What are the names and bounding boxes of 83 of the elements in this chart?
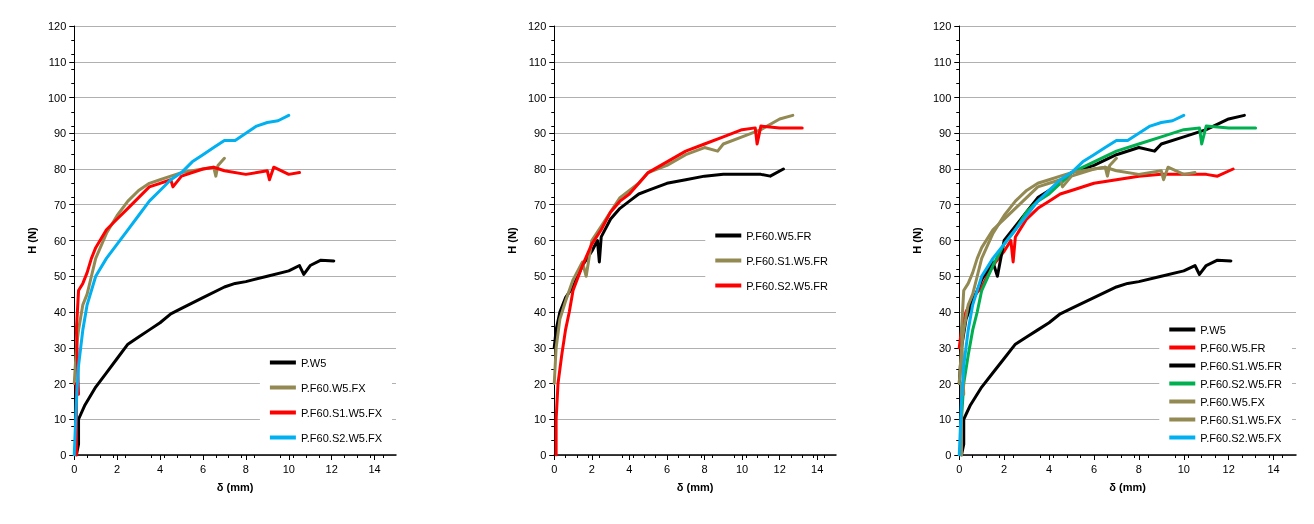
y-tick-label: 110 (48, 55, 67, 68)
x-tick-label: 12 (773, 462, 786, 475)
y-tick-label: 40 (534, 306, 547, 318)
y-tick-label: 80 (939, 163, 952, 175)
y-tick-label: 60 (54, 234, 67, 247)
y-tick-label: 60 (939, 234, 952, 247)
x-tick-label: 12 (325, 462, 338, 475)
legend-label: P.F60.W5.FX (1200, 395, 1266, 408)
x-tick-label: 0 (956, 462, 963, 475)
y-tick-label: 120 (47, 20, 67, 32)
y-tick-label: 90 (939, 127, 952, 140)
x-tick-label: 10 (282, 462, 295, 475)
y-tick-label: 40 (939, 306, 952, 318)
legend-label: P.F60.S1.W5.FX (300, 406, 383, 419)
y-tick-label: 110 (933, 55, 952, 68)
x-tick-label: 8 (242, 462, 249, 475)
y-tick-label: 20 (534, 377, 547, 390)
y-tick-label: 100 (527, 91, 547, 104)
legend-label: P.F60.S2.W5.FX (300, 431, 383, 444)
x-tick-label: 10 (1177, 462, 1190, 475)
x-tick-label: 8 (1135, 462, 1142, 475)
y-tick-label: 70 (939, 198, 952, 211)
legend-label: P.F60.W5.FR (1200, 341, 1266, 354)
y-tick-label: 70 (54, 198, 67, 211)
y-tick-label: 70 (534, 198, 547, 211)
x-tick-label: 4 (156, 462, 164, 475)
x-tick-label: 2 (1001, 462, 1008, 475)
y-tick-label: 0 (540, 449, 547, 461)
y-tick-label: 80 (534, 163, 547, 175)
y-axis-title: H (N) (25, 227, 38, 254)
y-tick-label: 10 (54, 413, 67, 426)
y-axis-title: H (N) (910, 227, 923, 254)
y-tick-label: 30 (534, 341, 547, 354)
legend-label: P.F60.S1.W5.FX (1200, 413, 1283, 426)
legend-label: P.F60.S2.W5.FX (1200, 431, 1283, 444)
y-tick-label: 0 (60, 449, 67, 461)
y-tick-label: 0 (945, 449, 952, 461)
y-tick-label: 50 (534, 270, 547, 283)
y-tick-label: 20 (939, 377, 952, 390)
x-tick-label: 12 (1222, 462, 1235, 475)
x-tick-label: 4 (1045, 462, 1053, 475)
y-tick-label: 100 (47, 91, 67, 104)
y-tick-label: 100 (932, 91, 952, 104)
y-tick-label: 120 (932, 20, 952, 32)
y-tick-label: 60 (534, 234, 547, 247)
y-axis-title: H (N) (505, 227, 518, 254)
y-tick-label: 90 (54, 127, 67, 140)
x-tick-label: 8 (701, 462, 708, 475)
x-tick-label: 6 (199, 462, 207, 475)
y-tick-label: 30 (939, 341, 952, 354)
legend-label: P.F60.S2.W5.FR (746, 279, 829, 292)
y-tick-label: 30 (54, 341, 67, 354)
x-tick-label: 10 (735, 462, 749, 475)
y-tick-label: 120 (527, 20, 547, 32)
x-axis-title: δ (mm) (216, 480, 254, 493)
x-axis-title: δ (mm) (1109, 480, 1147, 493)
x-tick-label: 14 (1267, 462, 1280, 475)
y-tick-label: 20 (54, 377, 67, 390)
y-tick-label: 40 (54, 306, 67, 318)
x-tick-label: 4 (626, 462, 633, 475)
x-tick-label: 14 (368, 462, 381, 475)
x-tick-label: 6 (1090, 462, 1098, 475)
y-tick-label: 50 (939, 270, 952, 283)
y-tick-label: 90 (534, 127, 547, 140)
x-tick-label: 14 (811, 462, 824, 475)
x-axis-title: δ (mm) (676, 480, 714, 493)
x-tick-label: 0 (71, 462, 78, 475)
y-tick-label: 50 (54, 270, 67, 283)
y-tick-label: 10 (534, 413, 547, 426)
y-tick-label: 80 (54, 163, 67, 175)
x-tick-label: 2 (114, 462, 121, 475)
x-tick-label: 6 (663, 462, 671, 475)
legend-label: P.F60.S1.W5.FR (1200, 359, 1283, 372)
legend-label: P.F60.S2.W5.FR (1200, 377, 1283, 390)
legend-label: P.W5 (1200, 323, 1226, 336)
x-tick-label: 0 (551, 462, 558, 475)
legend-label: P.W5 (300, 356, 327, 369)
legend-label: P.F60.S1.W5.FR (746, 254, 829, 267)
legend-label: P.F60.W5.FR (746, 229, 812, 242)
y-tick-label: 10 (939, 413, 952, 426)
x-tick-label: 2 (588, 462, 595, 475)
legend-label: P.F60.W5.FX (300, 381, 367, 394)
y-tick-label: 110 (528, 55, 547, 68)
